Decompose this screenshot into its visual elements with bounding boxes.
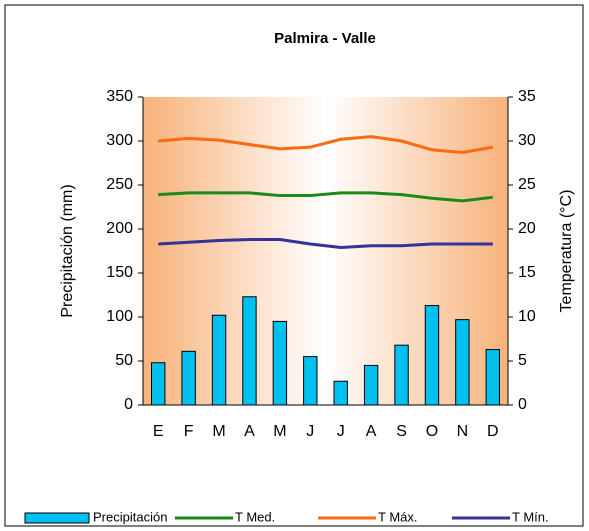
x-tick-label: J [306, 423, 314, 440]
y-tick-label: 100 [106, 308, 133, 325]
bar [485, 349, 500, 406]
y2-tick-label: 25 [518, 176, 536, 193]
x-tick-label: A [244, 423, 255, 440]
plot-area [143, 97, 508, 405]
y2-tick-label: 10 [518, 308, 536, 325]
y2-tick-label: 5 [518, 352, 527, 369]
bar [424, 305, 440, 406]
y-tick-label: 250 [106, 176, 133, 193]
y2-tick-label: 0 [518, 396, 527, 413]
line [158, 135, 494, 154]
legend-label: Precipitación [93, 509, 167, 524]
x-tick-label: D [487, 423, 499, 440]
y-tick-label: 200 [106, 220, 133, 237]
x-tick-label: A [366, 423, 377, 440]
legend-label: T Mín. [512, 509, 549, 524]
y-tick-label: 0 [124, 396, 133, 413]
legend-swatch [24, 512, 90, 524]
y-tick-label: 150 [106, 264, 133, 281]
y2-tick-label: 15 [518, 264, 536, 281]
x-tick-label: E [153, 423, 164, 440]
x-tick-label: O [426, 423, 438, 440]
bar [181, 350, 196, 406]
y-axis-label: Precipitación (mm) [59, 184, 76, 317]
bar [363, 364, 379, 406]
chart-title: Palmira - Valle [274, 30, 376, 47]
legend-label: T Med. [235, 509, 275, 524]
bar [211, 314, 227, 406]
bar [303, 356, 318, 406]
x-tick-label: S [396, 423, 407, 440]
line [158, 191, 493, 203]
x-tick-label: N [457, 423, 469, 440]
y2-tick-label: 20 [518, 220, 536, 237]
x-tick-label: M [273, 423, 286, 440]
y-tick-label: 350 [106, 88, 133, 105]
x-tick-label: J [337, 423, 345, 440]
y2-tick-label: 30 [518, 132, 536, 149]
line [158, 238, 493, 249]
bar [151, 362, 166, 406]
bar [455, 319, 470, 406]
bar [333, 380, 348, 406]
bar [272, 320, 288, 406]
bar [394, 344, 409, 406]
legend-label: T Máx. [378, 509, 418, 524]
x-tick-label: F [184, 423, 194, 440]
y-tick-label: 300 [106, 132, 133, 149]
y-tick-label: 50 [115, 352, 133, 369]
y2-axis-label: Temperatura (°C) [558, 190, 575, 313]
x-tick-label: M [212, 423, 225, 440]
y2-tick-label: 35 [518, 88, 536, 105]
bar [242, 296, 257, 406]
